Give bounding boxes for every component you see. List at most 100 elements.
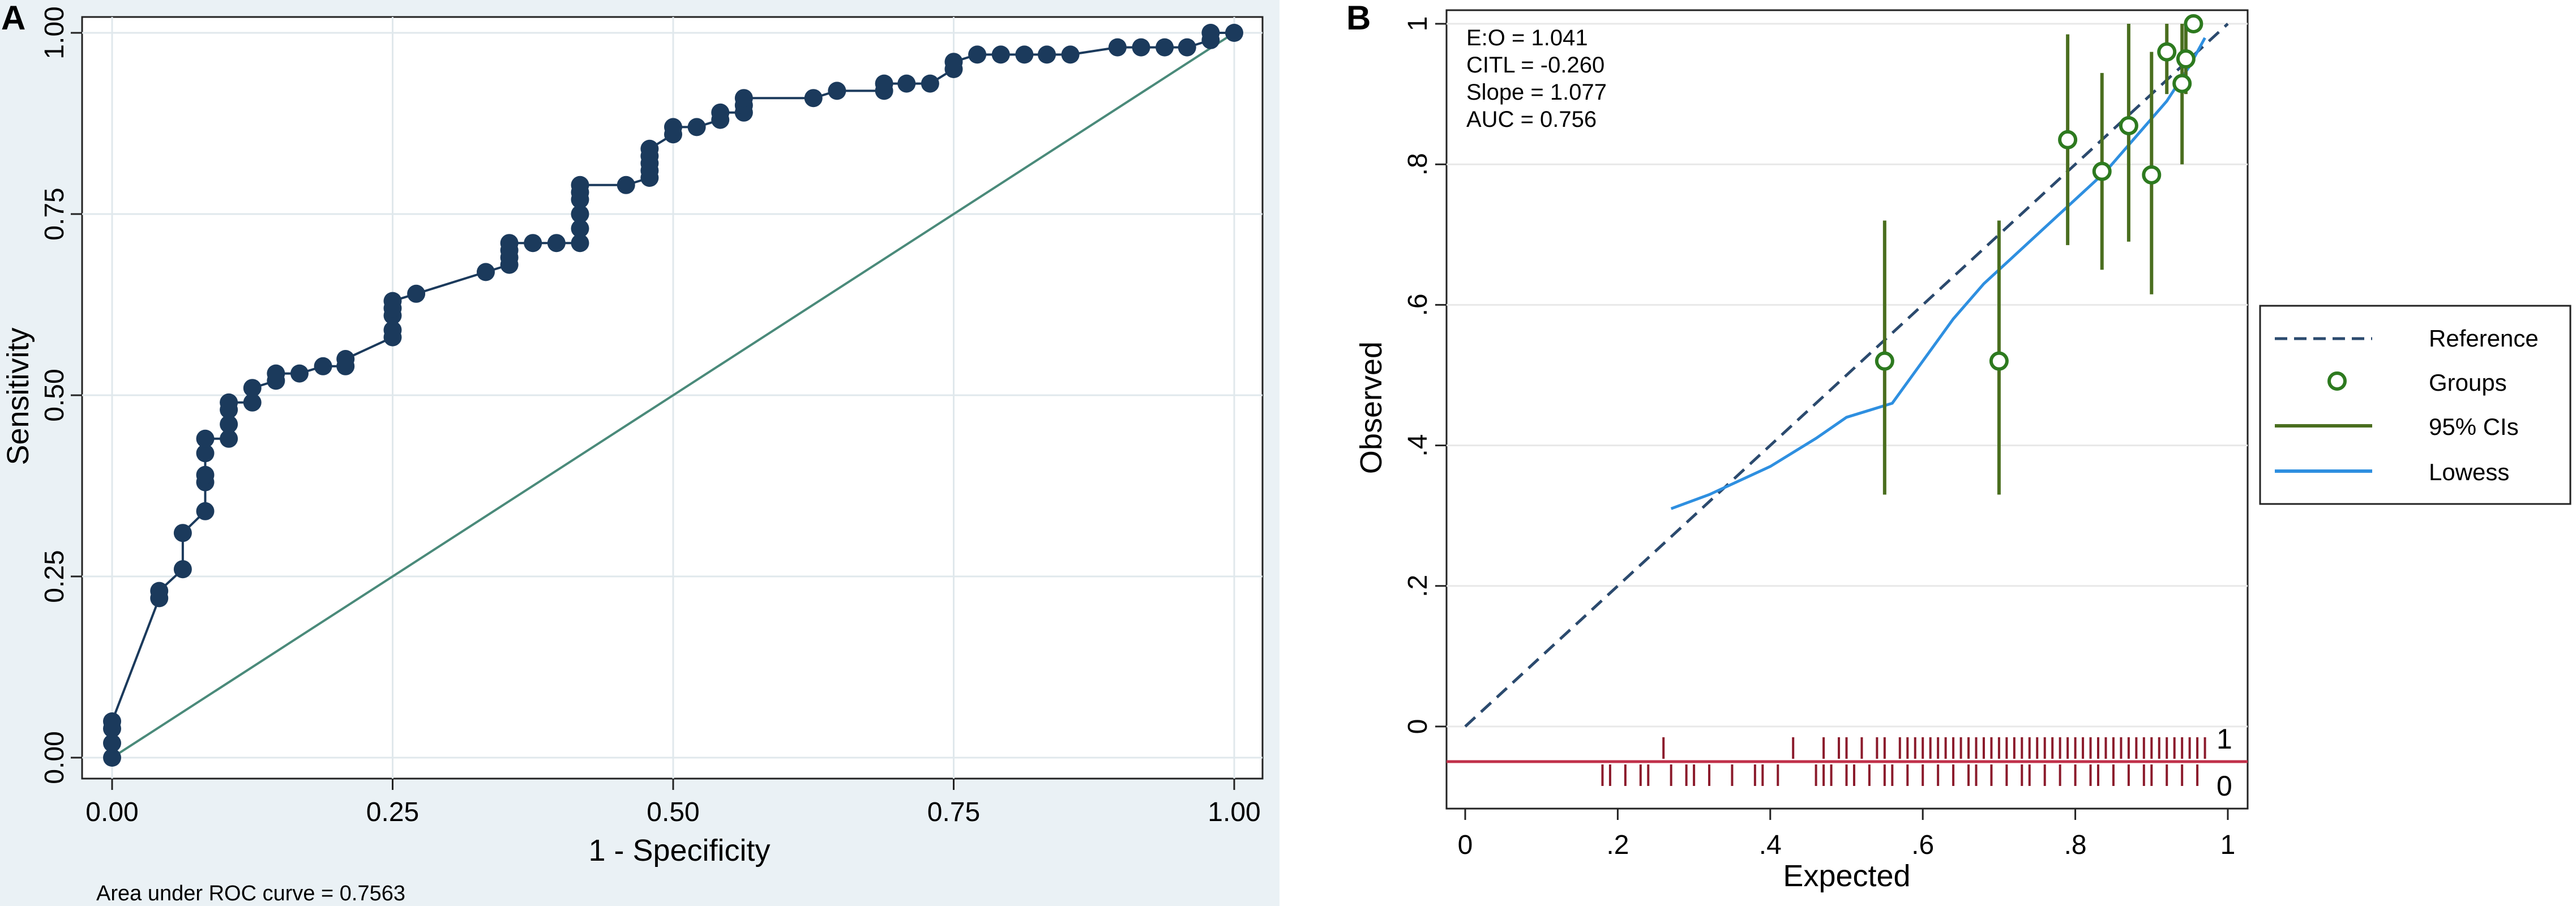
roc-point-51 — [664, 118, 682, 136]
roc-point-67 — [991, 45, 1010, 64]
roc-point-16 — [220, 393, 238, 412]
group-point-9 — [2184, 14, 2203, 33]
rug-label-events: 1 — [2216, 723, 2232, 755]
y-tick-label-3: 0.75 — [40, 187, 70, 240]
reference-line — [111, 32, 1235, 759]
y-tick-label-0: 0 — [1403, 719, 1433, 734]
roc-point-77 — [1225, 24, 1243, 42]
panel-b-ticks: 0 .2 .4 .6 .8 1 0 .2 .4 .6 .8 1 — [1403, 16, 2235, 860]
roc-point-61 — [875, 74, 893, 93]
roc-point-62 — [897, 74, 916, 93]
panel-a-ticks: 0.00 0.25 0.50 0.75 1.00 0.00 0.25 0.50 0.75 1.00 — [40, 6, 1261, 827]
roc-point-6 — [173, 560, 192, 579]
roc-point-13 — [220, 429, 238, 448]
legend-groups-swatch — [2327, 371, 2347, 391]
roc-point-52 — [687, 118, 706, 136]
group-point-7 — [2172, 74, 2192, 93]
y-tick-label-0: 0.00 — [40, 731, 70, 784]
roc-point-65 — [944, 53, 963, 71]
panel-b-grid — [1447, 23, 2248, 728]
roc-point-72 — [1132, 38, 1150, 57]
roc-point-58 — [804, 89, 823, 108]
panel-a-reference-layer — [111, 32, 1235, 759]
panel-b-stats: E:O = 1.041 CITL = -0.260 Slope = 1.077 … — [1466, 25, 1607, 132]
group-point-5 — [2142, 165, 2162, 185]
roc-point-57 — [734, 89, 753, 108]
panel-a-label: A — [1, 0, 25, 37]
roc-point-69 — [1038, 45, 1056, 64]
roc-point-43 — [571, 176, 589, 194]
panel-b-plot-area — [1445, 9, 2249, 810]
roc-point-14 — [220, 415, 238, 434]
roc-point-29 — [383, 292, 402, 310]
x-tick-label-4: .8 — [2064, 830, 2087, 860]
roc-point-38 — [571, 234, 589, 253]
roc-point-8 — [196, 502, 215, 520]
roc-point-17 — [243, 393, 262, 412]
roc-point-66 — [968, 45, 987, 64]
x-tick-label-5: 1 — [2220, 830, 2236, 860]
panel-b-label: B — [1346, 0, 1371, 37]
y-tick-label-5: 1 — [1403, 16, 1433, 32]
stat-eo: E:O = 1.041 — [1466, 25, 1588, 50]
y-tick-label-4: .8 — [1403, 153, 1433, 176]
x-tick-label-0: 0.00 — [85, 797, 138, 827]
roc-point-36 — [524, 234, 542, 253]
lowess-curve — [1670, 37, 2206, 510]
roc-point-35 — [500, 234, 519, 253]
stat-citl: CITL = -0.260 — [1466, 53, 1604, 78]
panel-a-x-axis-label: 1 - Specificity — [588, 834, 770, 867]
y-tick-label-2: 0.50 — [40, 369, 70, 421]
x-tick-label-0: 0 — [1458, 830, 1473, 860]
group-point-4 — [2119, 116, 2138, 135]
roc-point-3 — [103, 712, 121, 730]
rug-label-nonevents: 0 — [2216, 770, 2232, 802]
y-tick-label-1: 0.25 — [40, 550, 70, 602]
roc-point-12 — [196, 429, 215, 448]
roc-point-30 — [407, 284, 426, 303]
panel-a-y-axis-label: Sensitivity — [1, 327, 35, 465]
roc-point-10 — [196, 465, 215, 484]
roc-point-37 — [547, 234, 566, 253]
x-tick-label-1: 0.25 — [366, 797, 419, 827]
roc-point-39 — [571, 219, 589, 238]
stat-auc: AUC = 0.756 — [1466, 107, 1597, 132]
panel-b-x-axis-label: Expected — [1783, 859, 1910, 893]
group-point-6 — [2157, 42, 2177, 62]
roc-point-21 — [290, 364, 309, 383]
roc-point-54 — [711, 103, 730, 122]
panel-a: A 0.00 0.25 0.50 0.75 1.00 0.00 0.25 0.50 0.75 1.… — [0, 0, 1280, 906]
group-point-3 — [2092, 161, 2112, 181]
panel-b-lowess-layer — [1670, 37, 2206, 510]
roc-point-59 — [828, 82, 846, 100]
roc-point-71 — [1108, 38, 1127, 57]
y-tick-label-4: 1.00 — [40, 6, 70, 59]
panel-b-y-axis-label: Observed — [1354, 341, 1388, 474]
group-point-8 — [2176, 49, 2196, 69]
roc-point-20 — [267, 364, 285, 383]
roc-point-49 — [640, 139, 659, 158]
panel-b-rug-layer — [1447, 737, 2248, 786]
roc-point-31 — [477, 263, 495, 281]
roc-point-74 — [1178, 38, 1196, 57]
roc-point-76 — [1201, 24, 1220, 42]
group-point-1 — [1989, 351, 2009, 371]
y-tick-label-1: .2 — [1403, 575, 1433, 597]
legend-ci-label: 95% CIs — [2429, 413, 2519, 440]
y-tick-label-3: .6 — [1403, 293, 1433, 316]
roc-point-0 — [103, 749, 121, 767]
roc-point-44 — [617, 176, 635, 194]
roc-point-18 — [243, 379, 262, 398]
panel-a-footnote: Area under ROC curve = 0.7563 — [96, 882, 405, 905]
legend-groups-label: Groups — [2429, 369, 2507, 396]
x-tick-label-2: .4 — [1759, 830, 1782, 860]
group-point-2 — [2058, 130, 2078, 149]
panel-b-groups-layer — [1875, 14, 2203, 371]
roc-point-26 — [383, 320, 402, 339]
panel-a-roc-layer — [103, 24, 1243, 767]
x-tick-label-3: .6 — [1911, 830, 1934, 860]
legend-lowess-label: Lowess — [2429, 459, 2509, 485]
legend: Reference Groups 95% CIs Lowess — [2259, 305, 2571, 505]
roc-point-68 — [1015, 45, 1034, 64]
